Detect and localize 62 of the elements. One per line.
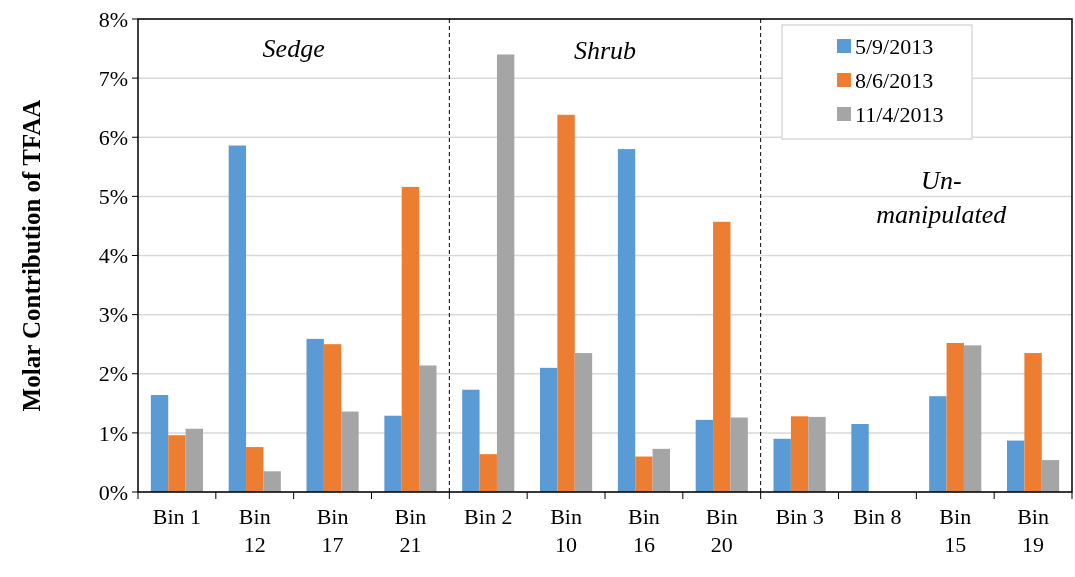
bar — [713, 221, 731, 492]
bar — [479, 454, 497, 492]
bar — [652, 448, 670, 492]
y-tick-label: 7% — [98, 65, 128, 91]
bar — [1024, 353, 1042, 492]
y-tick-label: 5% — [98, 184, 128, 210]
x-tick-label: Bin 12 — [238, 504, 271, 557]
y-axis-title: Molar Contribution of TFAA — [18, 99, 45, 412]
x-tick-label: Bin 10 — [550, 504, 582, 557]
x-tick-label: Bin 17 — [316, 504, 349, 557]
y-tick-label: 3% — [98, 302, 128, 328]
bar — [462, 389, 480, 492]
bar — [185, 428, 203, 492]
y-tick-label: 2% — [98, 361, 128, 387]
bar — [790, 416, 809, 492]
bar — [1007, 440, 1025, 492]
x-tick-label: Bin 2 — [464, 504, 513, 529]
bar — [946, 343, 964, 492]
bar — [808, 416, 826, 492]
legend-label: 11/4/2013 — [855, 101, 944, 127]
bar — [384, 415, 402, 492]
x-tick-label: Bin 1 — [152, 504, 202, 529]
bar — [773, 438, 791, 492]
y-tick-label: 1% — [98, 420, 128, 446]
bar — [228, 145, 247, 492]
x-tick-label: Bin 3 — [775, 504, 824, 529]
bar — [540, 367, 558, 492]
annotation: Sedge — [262, 34, 325, 63]
legend-label: 5/9/2013 — [855, 33, 934, 59]
bar — [246, 447, 264, 492]
x-tick-label: Bin 8 — [853, 504, 902, 529]
y-tick-label: 8% — [98, 6, 128, 32]
x-tick-label: Bin 20 — [705, 504, 738, 557]
legend-label: 8/6/2013 — [855, 67, 934, 93]
bar — [929, 396, 947, 492]
bar — [635, 456, 653, 492]
x-tick-label: Bin 15 — [939, 504, 972, 557]
bar — [341, 411, 359, 492]
bar — [419, 365, 437, 492]
bar — [963, 345, 982, 492]
bar — [306, 338, 324, 492]
bar — [557, 114, 575, 492]
bar — [730, 417, 748, 492]
x-tick-label: Bin 16 — [628, 504, 660, 557]
bar — [574, 353, 593, 492]
bar — [263, 471, 281, 492]
bar — [1041, 460, 1060, 492]
bar — [150, 395, 169, 492]
bar — [496, 54, 515, 492]
bar — [695, 419, 714, 492]
x-tick-label: Bin 19 — [1017, 504, 1049, 557]
bar — [617, 149, 636, 492]
y-tick-label: 4% — [98, 243, 128, 269]
annotation: Shrub — [573, 36, 637, 65]
y-tick-label: 0% — [98, 479, 128, 505]
bar — [323, 344, 342, 492]
y-tick-label: 6% — [98, 124, 128, 150]
bar — [401, 186, 420, 492]
x-tick-label: Bin 21 — [394, 504, 427, 557]
bar — [168, 435, 186, 492]
bar — [851, 424, 869, 492]
annotation: Un-manipulated — [876, 166, 1008, 229]
